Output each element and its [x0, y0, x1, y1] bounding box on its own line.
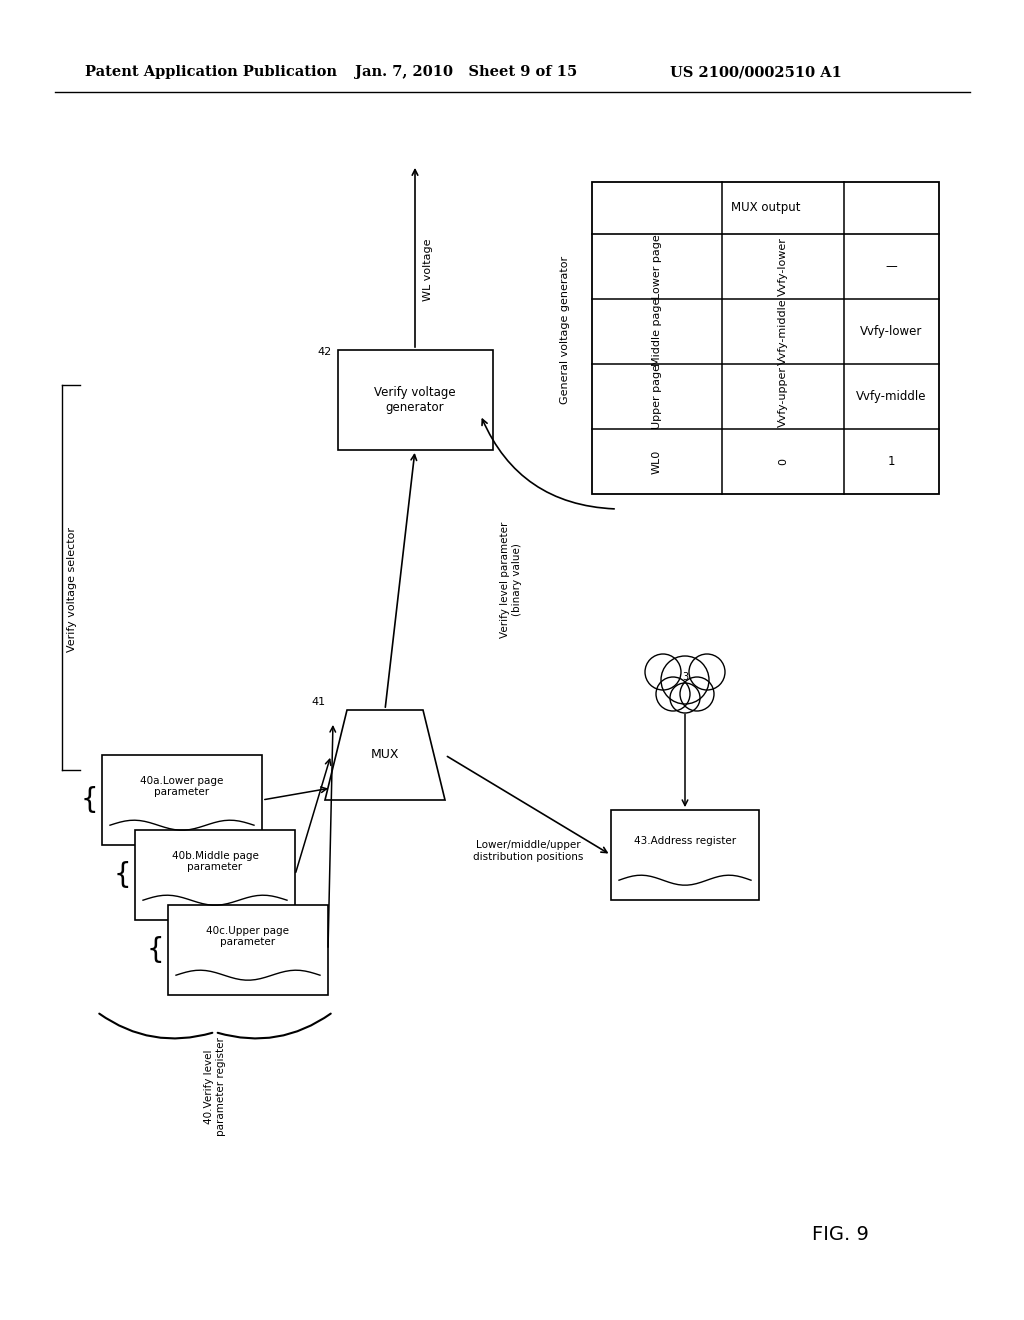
Text: Vvfy-lower: Vvfy-lower — [778, 238, 788, 296]
Text: Middle page: Middle page — [652, 297, 662, 366]
Circle shape — [656, 677, 690, 711]
Text: Verify voltage
generator: Verify voltage generator — [374, 385, 456, 414]
Bar — [168, 906, 328, 995]
Circle shape — [689, 653, 725, 690]
Text: General voltage generator: General voltage generator — [560, 256, 570, 404]
Text: 40b.Middle page
parameter: 40b.Middle page parameter — [172, 850, 258, 873]
Text: Vvfy-middle: Vvfy-middle — [856, 389, 927, 403]
Text: 40c.Upper page
parameter: 40c.Upper page parameter — [207, 925, 290, 948]
Text: Jan. 7, 2010   Sheet 9 of 15: Jan. 7, 2010 Sheet 9 of 15 — [355, 65, 578, 79]
Text: Lower page: Lower page — [652, 234, 662, 298]
Text: Verify voltage selector: Verify voltage selector — [67, 528, 77, 652]
Text: WL0: WL0 — [652, 449, 662, 474]
Bar — [611, 810, 759, 900]
Text: Lower/middle/upper
distribution positions: Lower/middle/upper distribution position… — [473, 840, 584, 862]
Text: {: { — [146, 936, 164, 964]
Text: Vvfy-upper: Vvfy-upper — [778, 366, 788, 426]
Text: US 2100/0002510 A1: US 2100/0002510 A1 — [670, 65, 842, 79]
Text: Vvfy-middle: Vvfy-middle — [778, 298, 788, 364]
Text: Vvfy-lower: Vvfy-lower — [860, 325, 923, 338]
Text: 41: 41 — [311, 697, 326, 708]
Circle shape — [645, 653, 681, 690]
Text: 40a.Lower page
parameter: 40a.Lower page parameter — [140, 776, 223, 797]
Text: —: — — [886, 260, 897, 273]
Text: 40.Verify level
parameter register: 40.Verify level parameter register — [204, 1038, 226, 1137]
Text: FIG. 9: FIG. 9 — [812, 1225, 868, 1245]
Bar — [592, 182, 939, 494]
Circle shape — [670, 682, 700, 713]
Text: Upper page: Upper page — [652, 364, 662, 429]
Text: MUX: MUX — [371, 748, 399, 762]
Text: Patent Application Publication: Patent Application Publication — [85, 65, 337, 79]
Text: Verify level parameter
(binary value): Verify level parameter (binary value) — [501, 521, 522, 638]
Text: WL voltage: WL voltage — [423, 239, 433, 301]
Bar — [135, 830, 295, 920]
Circle shape — [680, 677, 714, 711]
Text: MUX output: MUX output — [731, 202, 800, 214]
Text: 42: 42 — [317, 347, 332, 356]
Text: 43.Address register: 43.Address register — [634, 837, 736, 846]
Text: 0: 0 — [778, 458, 788, 465]
Text: 1: 1 — [888, 455, 895, 469]
Circle shape — [662, 656, 709, 704]
Text: {: { — [80, 785, 98, 814]
Text: {: { — [114, 861, 131, 888]
Bar — [102, 755, 262, 845]
Bar — [338, 350, 493, 450]
Polygon shape — [325, 710, 445, 800]
Text: 3: 3 — [682, 672, 688, 682]
